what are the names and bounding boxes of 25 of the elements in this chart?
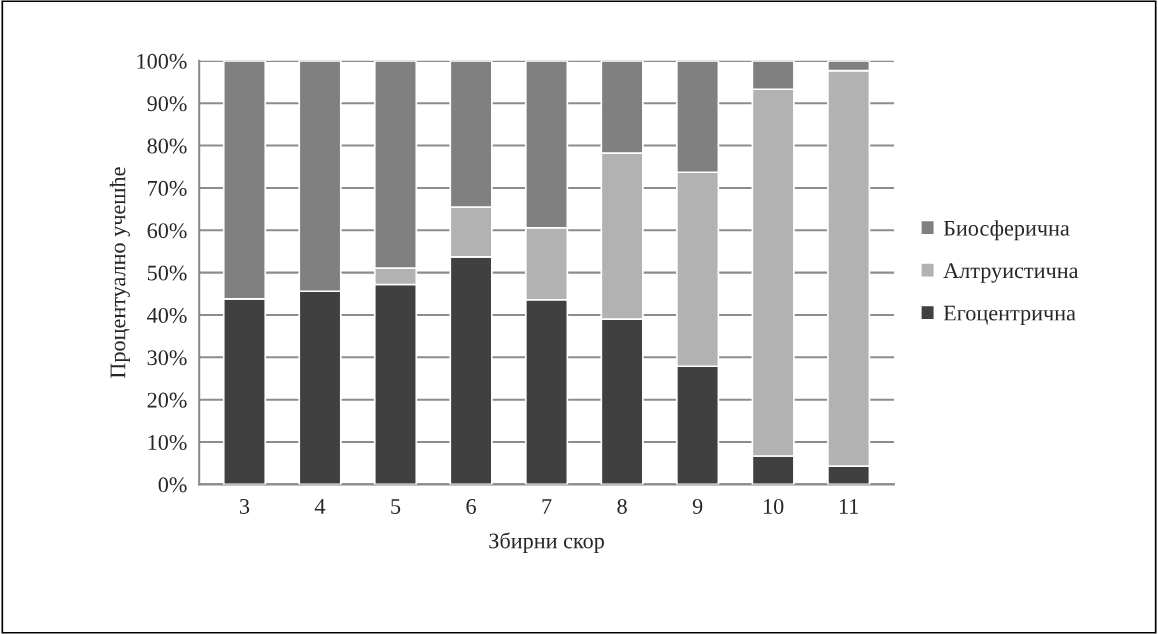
x-tick-label: 11 xyxy=(839,499,859,514)
x-tick-label: 7 xyxy=(542,499,552,514)
y-tick-label: 0% xyxy=(158,477,187,493)
y-tick-label: 10% xyxy=(148,434,187,451)
y-tick-label: 100% xyxy=(137,53,187,69)
x-tick-label: 8 xyxy=(617,498,627,514)
x-tick-label: 6 xyxy=(466,498,476,514)
y-tick-label: 20% xyxy=(147,392,187,408)
x-tick-label: 3 xyxy=(240,498,250,514)
y-tick-label: 70% xyxy=(148,180,187,196)
x-tick-label: 10 xyxy=(763,498,784,514)
y-tick-label: 40% xyxy=(147,307,187,323)
y-axis-title: Процентуално учешће xyxy=(109,167,130,379)
x-tick-label: 4 xyxy=(314,499,326,514)
x-tick-label: 5 xyxy=(391,499,401,514)
legend-label: Егоцентрична xyxy=(943,305,1076,326)
y-tick-label: 60% xyxy=(147,223,187,239)
y-tick-label: 30% xyxy=(147,350,187,366)
y-tick-label: 80% xyxy=(147,138,187,154)
y-tick-label: 50% xyxy=(147,265,187,281)
legend-label: Биосферична xyxy=(943,220,1070,241)
y-tick-label: 90% xyxy=(147,96,187,112)
x-axis-title: Збирни скор xyxy=(489,532,604,553)
x-tick-label: 9 xyxy=(692,498,703,514)
legend-label: Алтруистична xyxy=(943,263,1079,283)
